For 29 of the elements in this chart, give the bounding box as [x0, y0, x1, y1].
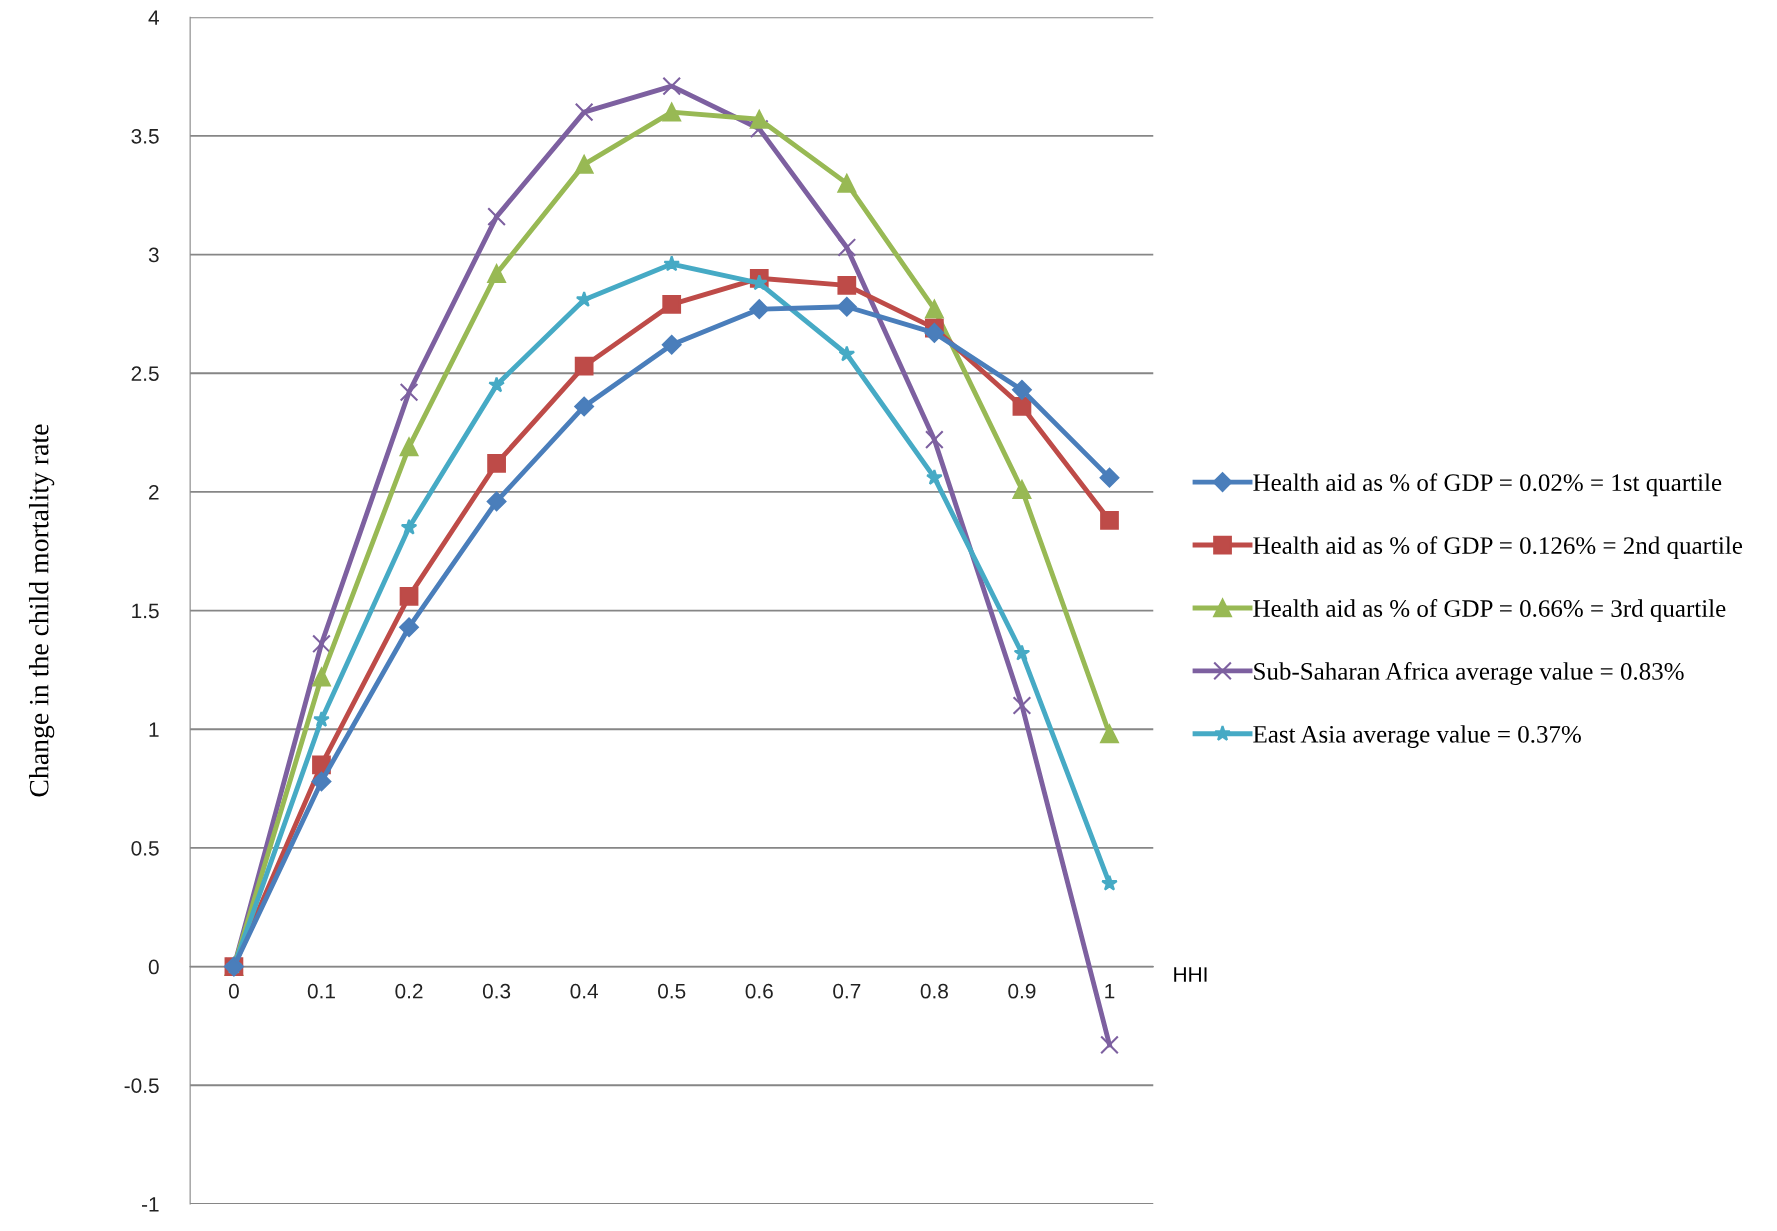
x-tick-label: 0	[228, 983, 239, 999]
legend-label: Health aid as % of GDP = 0.66% = 3rd quartile	[1253, 599, 1726, 623]
x-tick-label: 1	[1105, 984, 1115, 999]
y-axis-title: Change in the child mortality rate	[28, 424, 55, 797]
y-tick-label: 0	[148, 959, 159, 975]
x-tick-label: 0.5	[658, 983, 686, 999]
x-tick-label: 0.4	[570, 983, 599, 999]
x-tick-label: 0.1	[307, 983, 335, 999]
legend-label: East Asia average value = 0.37%	[1253, 725, 1581, 748]
y-tick-label: 3	[148, 247, 159, 263]
y-tick-label: 2.5	[131, 366, 159, 381]
x-tick-label: 0.8	[920, 983, 948, 999]
x-tick-label: 0.3	[482, 983, 511, 999]
y-tick-label: 1.5	[132, 603, 159, 619]
y-tick-label: 0.5	[131, 840, 159, 856]
x-axis-title: HHI	[1174, 967, 1207, 982]
x-tick-label: 0.6	[745, 983, 773, 999]
y-tick-label: -1	[141, 1197, 159, 1212]
y-tick-label: 4	[148, 10, 159, 25]
legend-label: Sub-Saharan Africa average value = 0.83%	[1254, 662, 1684, 686]
y-tick-label: 1	[149, 722, 159, 737]
x-tick-label: 0.7	[833, 983, 861, 999]
x-tick-label: 0.9	[1008, 983, 1036, 999]
y-tick-label: -0.5	[124, 1078, 159, 1093]
x-tick-label: 0.2	[395, 983, 423, 999]
legend-label: Health aid as % of GDP = 0.126% = 2nd quartile	[1253, 536, 1743, 560]
y-tick-label: 3.5	[131, 128, 159, 144]
y-tick-label: 2	[149, 484, 159, 500]
legend-label: Health aid as % of GDP = 0.02% = 1st quartile	[1253, 473, 1722, 497]
